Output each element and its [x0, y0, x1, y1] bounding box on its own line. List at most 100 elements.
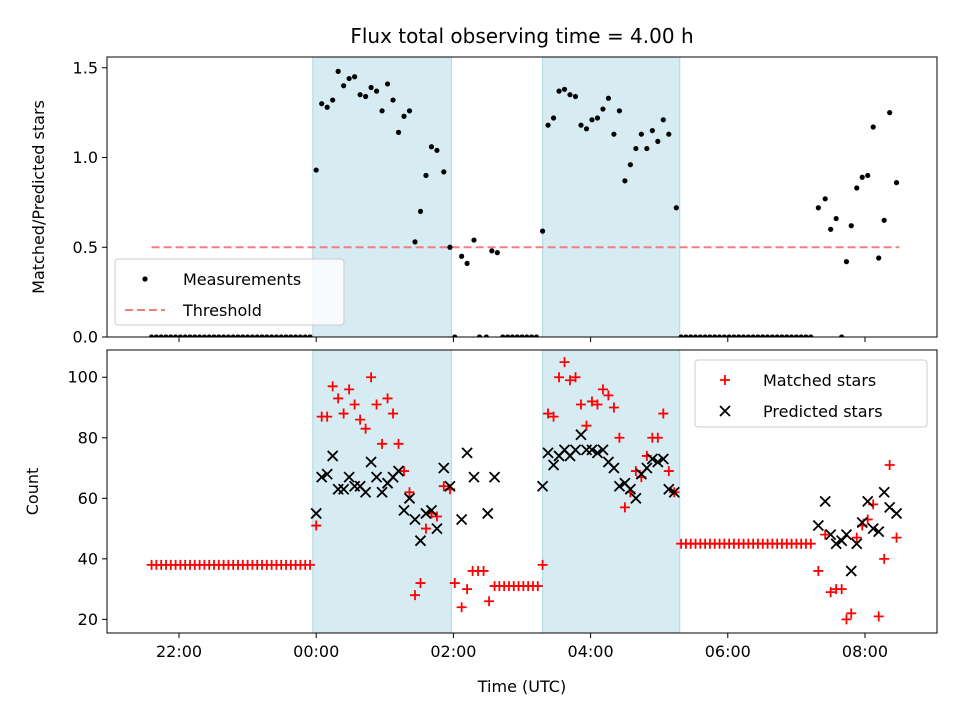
x-tick-label: 08:00	[842, 642, 888, 661]
measurement-point	[401, 113, 407, 119]
y-tick-label: 0.5	[73, 238, 98, 257]
measurement-point	[216, 334, 222, 337]
x-tick-label: 04:00	[568, 642, 614, 661]
predicted-star-marker	[398, 504, 410, 517]
matched-star-marker	[333, 393, 344, 404]
measurement-point	[865, 172, 871, 179]
axes-frame	[106, 56, 938, 338]
measurement-point	[197, 334, 203, 337]
measurement-point	[293, 334, 299, 337]
predicted-star-marker	[867, 522, 879, 535]
measurement-point	[379, 108, 385, 114]
measurement-point	[721, 334, 727, 337]
measurement-point	[346, 75, 352, 82]
predicted-star-marker	[444, 480, 456, 492]
measurement-point	[259, 334, 265, 337]
measurement-point	[638, 131, 644, 137]
measurement-point	[278, 334, 284, 337]
measurement-point	[509, 334, 515, 337]
axes-frame	[106, 349, 938, 634]
measurement-point	[335, 68, 341, 74]
measurement-point	[627, 162, 633, 168]
legend-label-threshold: Threshold	[182, 301, 262, 320]
measurement-point	[514, 334, 520, 337]
measurement-point	[423, 172, 429, 179]
matched-star-marker	[603, 390, 614, 401]
predicted-star-marker	[365, 456, 377, 468]
observing-window-shade	[542, 349, 681, 634]
predicted-star-marker	[591, 447, 604, 459]
measurement-point	[655, 138, 661, 144]
predicted-star-marker	[613, 480, 626, 492]
measurement-point	[163, 334, 169, 337]
measurement-point	[788, 334, 795, 337]
measurement-point	[572, 93, 579, 100]
measurement-point	[489, 248, 495, 254]
matched-star-marker	[813, 565, 824, 576]
plot-area	[146, 357, 903, 625]
matched-star-marker	[537, 559, 548, 570]
measurement-point	[352, 74, 358, 80]
matched-star-marker	[805, 538, 816, 549]
measurement-point	[201, 334, 208, 337]
predicted-star-marker	[890, 507, 903, 520]
x-tick-label: 00:00	[293, 642, 339, 661]
y-axis-label: Count	[23, 468, 42, 516]
legend-measurement-marker	[142, 276, 148, 282]
measurement-point	[887, 110, 893, 116]
measurement-point	[177, 334, 183, 337]
measurement-point	[678, 334, 684, 337]
observing-window-shade	[542, 56, 681, 338]
measurement-point	[464, 260, 470, 267]
measurement-point	[550, 115, 557, 121]
predicted-star-marker	[536, 480, 549, 492]
matched-star-marker	[841, 614, 852, 625]
legend-matched-marker	[720, 375, 730, 385]
measurement-point	[297, 334, 304, 337]
measurement-point	[307, 334, 313, 337]
matched-star-marker	[393, 438, 404, 449]
measurement-point	[368, 84, 374, 91]
predicted-star-marker	[630, 492, 642, 504]
matched-star-marker	[652, 432, 663, 443]
measurement-point	[589, 117, 595, 123]
measurement-point	[702, 334, 708, 337]
matched-star-marker	[371, 399, 382, 410]
predicted-star-marker	[316, 471, 328, 483]
predicted-star-marker	[482, 507, 494, 520]
measurement-point	[524, 334, 530, 337]
matched-star-marker	[565, 375, 576, 386]
measurement-point	[644, 145, 650, 152]
measurement-point	[605, 95, 612, 101]
measurement-point	[726, 334, 732, 337]
matched-star-marker	[884, 460, 895, 471]
matched-star-marker	[484, 596, 495, 607]
y-tick-label: 1.5	[73, 58, 98, 77]
measurement-point	[848, 223, 854, 229]
predicted-star-marker	[873, 525, 885, 538]
predicted-star-marker	[455, 513, 468, 526]
matched-star-marker	[377, 438, 388, 449]
measurement-point	[764, 334, 771, 337]
predicted-star-marker	[461, 447, 473, 459]
measurement-point	[341, 83, 347, 89]
measurement-point	[760, 334, 766, 337]
predicted-star-marker	[569, 444, 582, 456]
matched-star-marker	[873, 611, 884, 622]
measurement-point	[893, 180, 900, 186]
matched-star-marker	[478, 565, 489, 576]
predicted-star-marker	[862, 495, 874, 507]
predicted-star-marker	[856, 516, 868, 529]
predicted-star-marker	[608, 462, 620, 474]
matched-star-marker	[438, 481, 449, 492]
measurement-point	[494, 250, 500, 256]
predicted-star-marker	[641, 462, 653, 474]
measurement-point	[269, 334, 275, 337]
measurement-point	[390, 97, 396, 103]
predicted-star-marker	[547, 459, 560, 471]
measurement-point	[839, 334, 845, 337]
predicted-star-marker	[468, 471, 480, 483]
predicted-star-marker	[586, 444, 598, 456]
measurement-point	[859, 174, 865, 180]
predicted-star-marker	[409, 513, 421, 526]
